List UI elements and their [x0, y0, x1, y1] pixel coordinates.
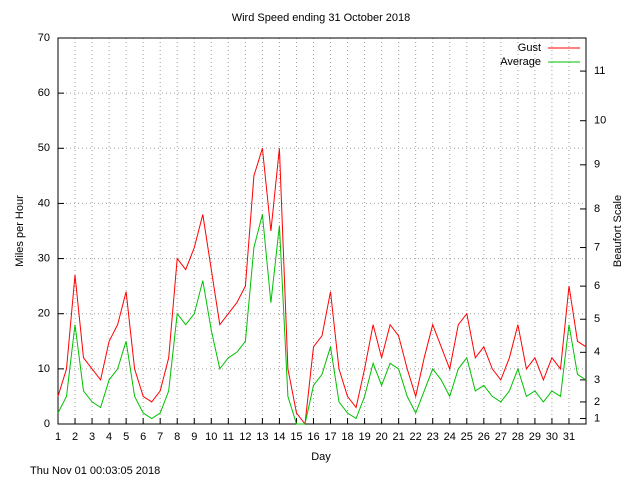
x-tick-label: 22: [410, 431, 422, 443]
y2-tick-label: 6: [594, 280, 600, 292]
x-tick-label: 2: [72, 431, 78, 443]
y-tick-label: 20: [38, 308, 50, 320]
footer: Thu Nov 01 00:03:05 2018: [30, 465, 160, 477]
chart-title: Wird Speed ending 31 October 2018: [232, 12, 411, 24]
series-line: [57, 214, 587, 425]
x-axis-label: Day: [311, 451, 331, 463]
x-tick-label: 18: [341, 431, 353, 443]
series-line: [57, 148, 587, 426]
y2-tick-label: 11: [594, 65, 605, 77]
x-tick-label: 5: [123, 431, 129, 443]
y-axis-label: Miles per Hour: [14, 195, 26, 267]
x-tick-label: 8: [174, 431, 180, 443]
y2-tick-label: 4: [594, 346, 600, 358]
x-tick-label: 21: [393, 431, 405, 443]
x-tick-label: 20: [375, 431, 387, 443]
x-tick-label: 6: [140, 431, 146, 443]
x-tick-label: 4: [106, 431, 112, 443]
x-tick-label: 30: [546, 431, 558, 443]
plot-frame: [57, 37, 587, 425]
y2-tick-label: 3: [594, 374, 600, 386]
legend-label: Average: [500, 56, 541, 68]
y-tick-label: 60: [38, 87, 50, 99]
legend-label: Gust: [518, 42, 541, 54]
y2-tick-label: 10: [594, 115, 606, 127]
y-tick-label: 10: [38, 363, 50, 375]
x-tick-label: 15: [290, 431, 302, 443]
x-tick-label: 12: [239, 431, 251, 443]
x-tick-label: 3: [89, 431, 95, 443]
y2-axis-label: Beaufort Scale: [612, 195, 624, 267]
y-tick-label: 50: [38, 142, 50, 154]
x-tick-label: 24: [444, 431, 456, 443]
y-tick-label: 0: [44, 418, 50, 430]
x-tick-label: 28: [512, 431, 524, 443]
x-tick-label: 23: [427, 431, 439, 443]
x-tick-label: 7: [157, 431, 163, 443]
x-tick-label: 10: [205, 431, 217, 443]
x-tick-label: 19: [358, 431, 370, 443]
y2-tick-label: 1: [594, 412, 600, 424]
y2-tick-label: 8: [594, 203, 600, 215]
x-tick-label: 14: [273, 431, 285, 443]
y-tick-label: 40: [38, 197, 50, 209]
x-tick-label: 31: [563, 431, 575, 443]
x-tick-label: 17: [324, 431, 336, 443]
y2-tick-label: 9: [594, 159, 600, 171]
x-tick-label: 26: [478, 431, 490, 443]
x-tick-label: 9: [191, 431, 197, 443]
x-tick-label: 25: [461, 431, 473, 443]
x-tick-label: 1: [55, 431, 61, 443]
y2-tick-label: 2: [594, 396, 600, 408]
y-tick-label: 70: [38, 32, 50, 44]
x-tick-label: 11: [223, 431, 234, 443]
x-tick-label: 13: [256, 431, 268, 443]
x-tick-label: 27: [495, 431, 507, 443]
y-tick-label: 30: [38, 252, 50, 264]
y2-tick-label: 5: [594, 313, 600, 325]
y2-tick-label: 7: [594, 241, 600, 253]
x-tick-label: 29: [529, 431, 541, 443]
x-tick-label: 16: [307, 431, 319, 443]
